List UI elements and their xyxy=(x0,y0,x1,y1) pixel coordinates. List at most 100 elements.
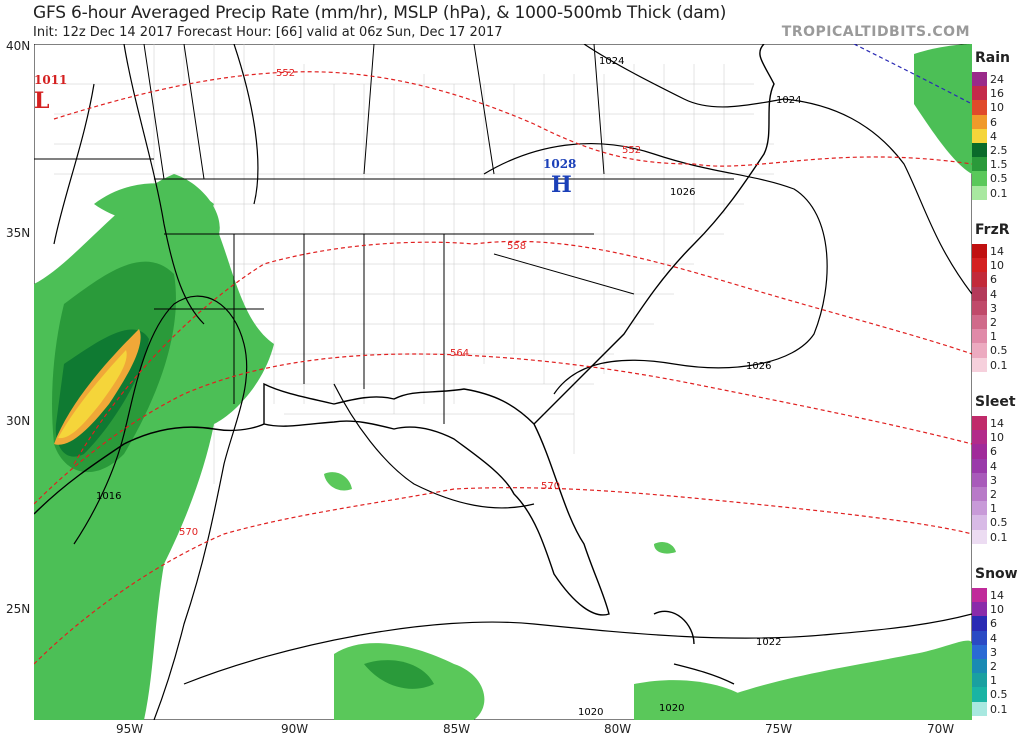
legend-swatch xyxy=(972,100,987,116)
legend-swatch xyxy=(972,272,987,288)
latitude-label: 30N xyxy=(6,414,31,428)
isobar-label: 1020 xyxy=(659,703,684,714)
legend-swatch xyxy=(972,300,987,316)
legend-swatch xyxy=(972,258,987,273)
legend-tick-label: 10 xyxy=(990,431,1004,445)
legend-tick-label: 2.5 xyxy=(990,144,1008,157)
thickness-label: 552 xyxy=(622,145,641,156)
legend-tick-label: 1 xyxy=(990,502,997,516)
legend-tick-label: 0.5 xyxy=(990,516,1008,530)
legend-swatch xyxy=(972,86,987,101)
latitude-label: 35N xyxy=(6,226,31,240)
longitude-label: 80W xyxy=(604,722,632,736)
legend-swatch xyxy=(972,529,987,545)
legend-tick-label: 1.5 xyxy=(990,158,1008,172)
thickness-label: 564 xyxy=(450,348,469,359)
legend-tick-label: 4 xyxy=(990,631,997,645)
legend-swatch xyxy=(972,687,987,703)
high-pressure-value: 1028 xyxy=(543,157,576,171)
legend-tick-label: 0.1 xyxy=(990,702,1008,716)
legend-swatch xyxy=(972,515,987,531)
isobar-label: 1026 xyxy=(746,361,771,372)
legend-title: Rain xyxy=(975,50,1010,66)
longitude-label: 75W xyxy=(765,722,793,736)
legend-swatch xyxy=(972,616,987,632)
blue-thickness-line xyxy=(853,44,972,105)
longitude-label: 85W xyxy=(443,722,471,736)
isobar-label: 1016 xyxy=(96,491,121,502)
legend-tick-label: 0.1 xyxy=(990,358,1008,372)
legend-tick-label: 6 xyxy=(990,115,997,129)
legend-swatch xyxy=(972,701,987,717)
legend-tick-label: 3 xyxy=(990,473,997,487)
legend-title: FrzR xyxy=(975,222,1010,238)
legend-swatch xyxy=(972,630,987,646)
isobar-label: 1024 xyxy=(599,56,624,67)
legend-tick-label: 3 xyxy=(990,645,997,659)
thickness-lines xyxy=(34,71,972,665)
legend-tick-label: 1 xyxy=(990,330,997,344)
legend-title: Sleet xyxy=(975,394,1016,410)
thickness-label: 570 xyxy=(179,527,198,538)
legend-tick-label: 2 xyxy=(990,488,997,501)
weather-map: 1011 L 1028 H 1024 1024 1026 1026 1016 1… xyxy=(34,44,972,720)
legend-tick-label: 4 xyxy=(990,129,997,143)
precip-areas xyxy=(34,44,972,720)
legend-swatch xyxy=(972,602,987,617)
header: GFS 6-hour Averaged Precip Rate (mm/hr),… xyxy=(0,0,1024,44)
legend-swatch xyxy=(972,588,987,603)
isobars xyxy=(53,44,972,720)
legend-tick-label: 0.1 xyxy=(990,186,1008,200)
legend-tick-label: 3 xyxy=(990,301,997,315)
legend-swatch xyxy=(972,343,987,359)
legend-tick-label: 0.1 xyxy=(990,530,1008,544)
map-title: GFS 6-hour Averaged Precip Rate (mm/hr),… xyxy=(33,3,727,23)
legend-swatch xyxy=(972,659,987,674)
legend-swatch xyxy=(972,416,987,431)
legend-swatch xyxy=(972,185,987,201)
thickness-label: 570 xyxy=(541,481,560,492)
legend-tick-label: 14 xyxy=(990,417,1004,430)
thickness-label: 558 xyxy=(507,241,526,252)
low-pressure-value: 1011 xyxy=(34,73,67,87)
legend-tick-label: 14 xyxy=(990,589,1004,602)
legend-tick-label: 2 xyxy=(990,316,997,329)
isobar-label: 1026 xyxy=(670,187,695,198)
isobar-label: 1024 xyxy=(776,95,801,106)
latitude-label: 25N xyxy=(6,602,31,616)
brand-watermark[interactable]: TROPICALTIDBITS.COM xyxy=(781,24,970,40)
legend-swatch xyxy=(972,357,987,373)
isobar-label: 1020 xyxy=(578,707,603,718)
legend-tick-label: 2 xyxy=(990,660,997,673)
legend-swatch xyxy=(972,157,987,172)
legend-swatch xyxy=(972,487,987,502)
legend-swatch xyxy=(972,644,987,660)
legend-swatch xyxy=(972,329,987,344)
isobar-label: 1022 xyxy=(756,637,781,648)
legend-tick-label: 6 xyxy=(990,273,997,287)
longitude-label: 70W xyxy=(927,722,955,736)
legend-swatch xyxy=(972,143,987,158)
legend-swatch xyxy=(972,430,987,445)
legend-tick-label: 6 xyxy=(990,445,997,459)
legend-tick-label: 0.5 xyxy=(990,172,1008,186)
legend-swatch xyxy=(972,244,987,259)
longitude-label: 90W xyxy=(281,722,309,736)
high-pressure-letter: H xyxy=(551,172,572,198)
legend-tick-label: 10 xyxy=(990,603,1004,617)
legend-tick-label: 1 xyxy=(990,674,997,688)
legend-swatch xyxy=(972,128,987,144)
legend-swatch xyxy=(972,171,987,187)
legend-tick-label: 16 xyxy=(990,87,1004,101)
legend-tick-label: 4 xyxy=(990,287,997,301)
legend-tick-label: 10 xyxy=(990,101,1004,115)
legend-swatch xyxy=(972,673,987,688)
thickness-label: 552 xyxy=(276,68,295,79)
map-subtitle: Init: 12z Dec 14 2017 Forecast Hour: [66… xyxy=(33,25,503,40)
legend-tick-label: 4 xyxy=(990,459,997,473)
legend-tick-label: 24 xyxy=(990,73,1004,86)
legend-swatch xyxy=(972,458,987,474)
legend-swatch xyxy=(972,72,987,87)
legend-tick-label: 0.5 xyxy=(990,688,1008,702)
legend-swatch xyxy=(972,444,987,460)
